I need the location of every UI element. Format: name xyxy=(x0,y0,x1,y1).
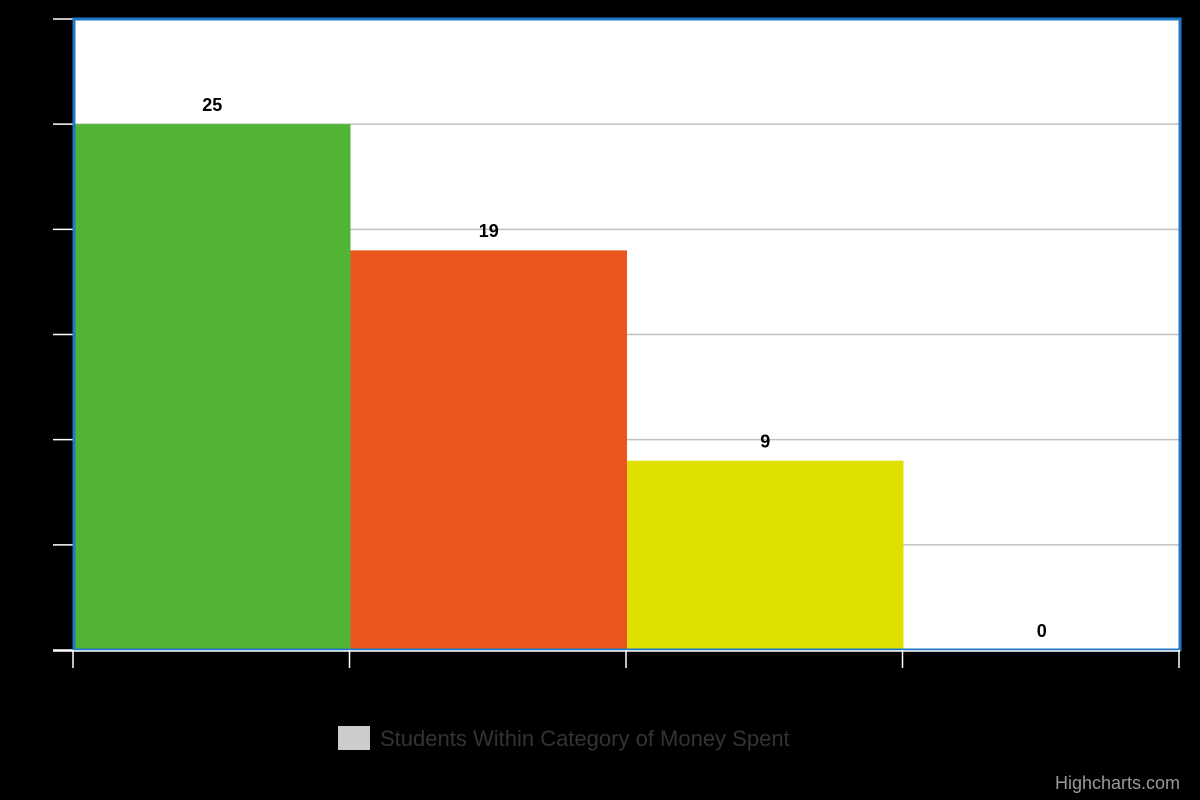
data-label: 25 xyxy=(202,95,222,115)
data-label: 0 xyxy=(1037,621,1047,641)
data-label: 19 xyxy=(479,221,499,241)
data-label: 9 xyxy=(760,431,770,451)
plot-border xyxy=(72,17,1182,652)
credits: Highcharts.com xyxy=(1055,773,1180,793)
bar xyxy=(74,124,351,650)
legend-label: Students Within Category of Money Spent xyxy=(380,726,790,751)
bar xyxy=(350,250,627,650)
legend-swatch xyxy=(338,726,370,750)
bar xyxy=(627,460,904,650)
